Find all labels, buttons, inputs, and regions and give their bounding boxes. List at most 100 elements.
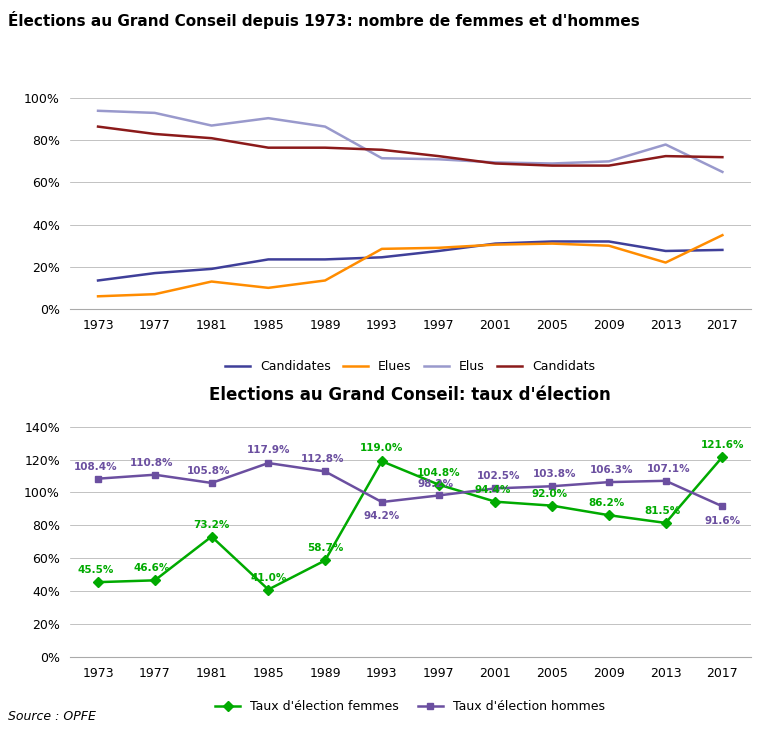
Elus xyxy=(264,114,273,123)
Elues xyxy=(264,283,273,292)
Elues xyxy=(207,277,216,286)
Text: 94.4%: 94.4% xyxy=(474,485,511,495)
Candidates xyxy=(320,255,330,264)
Candidats xyxy=(717,153,727,161)
Taux d'élection femmes xyxy=(150,576,159,585)
Taux d'élection hommes xyxy=(264,458,273,467)
Candidats xyxy=(434,152,444,161)
Text: 92.0%: 92.0% xyxy=(531,488,567,499)
Elues xyxy=(604,242,614,250)
Taux d'élection hommes xyxy=(491,484,500,493)
Candidats xyxy=(264,143,273,152)
Elus xyxy=(661,140,670,149)
Taux d'élection hommes xyxy=(604,477,614,486)
Taux d'élection femmes xyxy=(377,457,386,466)
Candidats xyxy=(94,122,103,131)
Text: 86.2%: 86.2% xyxy=(588,499,624,508)
Text: 98.2%: 98.2% xyxy=(418,478,454,488)
Elues xyxy=(434,243,444,252)
Text: 106.3%: 106.3% xyxy=(590,465,633,475)
Candidats xyxy=(320,143,330,152)
Candidats xyxy=(604,161,614,170)
Candidates xyxy=(661,247,670,255)
Taux d'élection hommes xyxy=(717,502,727,511)
Elues xyxy=(150,290,159,299)
Candidates xyxy=(264,255,273,264)
Line: Candidates: Candidates xyxy=(98,242,722,280)
Taux d'élection hommes xyxy=(150,470,159,479)
Candidates xyxy=(491,239,500,248)
Candidats xyxy=(150,130,159,139)
Text: 108.4%: 108.4% xyxy=(74,462,117,472)
Elues xyxy=(377,245,386,253)
Elues xyxy=(491,240,500,249)
Candidats xyxy=(547,161,557,170)
Line: Candidats: Candidats xyxy=(98,126,722,166)
Candidats xyxy=(207,134,216,142)
Text: 104.8%: 104.8% xyxy=(416,468,461,477)
Taux d'élection femmes xyxy=(717,453,727,461)
Text: 112.8%: 112.8% xyxy=(300,455,344,464)
Text: 107.1%: 107.1% xyxy=(646,464,690,474)
Text: Source : OPFE: Source : OPFE xyxy=(8,710,96,723)
Candidats xyxy=(377,145,386,154)
Taux d'élection femmes xyxy=(434,480,444,489)
Text: Élections au Grand Conseil depuis 1973: nombre de femmes et d'hommes: Élections au Grand Conseil depuis 1973: … xyxy=(8,11,639,29)
Candidats xyxy=(661,152,670,161)
Candidates xyxy=(717,245,727,254)
Elues xyxy=(94,292,103,301)
Text: 121.6%: 121.6% xyxy=(700,440,744,450)
Taux d'élection hommes xyxy=(320,467,330,476)
Text: 91.6%: 91.6% xyxy=(704,516,741,526)
Elues xyxy=(547,239,557,248)
Line: Taux d'élection hommes: Taux d'élection hommes xyxy=(94,460,726,510)
Elus xyxy=(377,154,386,163)
Taux d'élection hommes xyxy=(377,498,386,507)
Elus xyxy=(491,158,500,167)
Taux d'élection femmes xyxy=(661,518,670,527)
Text: 119.0%: 119.0% xyxy=(360,443,403,453)
Text: 46.6%: 46.6% xyxy=(134,564,170,573)
Elus xyxy=(434,155,444,164)
Elus xyxy=(150,109,159,118)
Candidates xyxy=(434,247,444,255)
Elues xyxy=(320,276,330,285)
Line: Elues: Elues xyxy=(98,235,722,296)
Taux d'élection femmes xyxy=(604,511,614,520)
Candidates xyxy=(377,253,386,261)
Legend: Candidates, Elues, Elus, Candidats: Candidates, Elues, Elus, Candidats xyxy=(220,355,601,378)
Taux d'élection femmes xyxy=(207,532,216,541)
Taux d'élection hommes xyxy=(547,482,557,491)
Text: 45.5%: 45.5% xyxy=(77,565,114,575)
Text: 117.9%: 117.9% xyxy=(247,445,290,455)
Taux d'élection femmes xyxy=(491,497,500,506)
Taux d'élection femmes xyxy=(264,585,273,594)
Taux d'élection femmes xyxy=(320,556,330,565)
Candidates xyxy=(547,237,557,246)
Text: 58.7%: 58.7% xyxy=(307,544,343,553)
Elus xyxy=(207,121,216,130)
Candidats xyxy=(491,159,500,168)
Elus xyxy=(547,159,557,168)
Text: 94.2%: 94.2% xyxy=(364,512,400,521)
Line: Elus: Elus xyxy=(98,111,722,172)
Candidates xyxy=(150,269,159,277)
Text: 105.8%: 105.8% xyxy=(187,466,231,476)
Candidates xyxy=(207,264,216,273)
Legend: Taux d'élection femmes, Taux d'élection hommes: Taux d'élection femmes, Taux d'élection … xyxy=(211,695,610,718)
Text: 73.2%: 73.2% xyxy=(194,520,230,530)
Candidates xyxy=(94,276,103,285)
Taux d'élection hommes xyxy=(207,479,216,488)
Elus xyxy=(604,157,614,166)
Text: 110.8%: 110.8% xyxy=(130,458,174,468)
Elus xyxy=(320,122,330,131)
Candidates xyxy=(604,237,614,246)
Text: 103.8%: 103.8% xyxy=(533,469,577,480)
Text: 102.5%: 102.5% xyxy=(476,472,520,481)
Taux d'élection hommes xyxy=(434,491,444,500)
Elus xyxy=(94,107,103,115)
Taux d'élection hommes xyxy=(94,474,103,483)
Taux d'élection femmes xyxy=(94,577,103,586)
Text: 41.0%: 41.0% xyxy=(250,572,286,583)
Title: Elections au Grand Conseil: taux d'élection: Elections au Grand Conseil: taux d'élect… xyxy=(209,385,611,404)
